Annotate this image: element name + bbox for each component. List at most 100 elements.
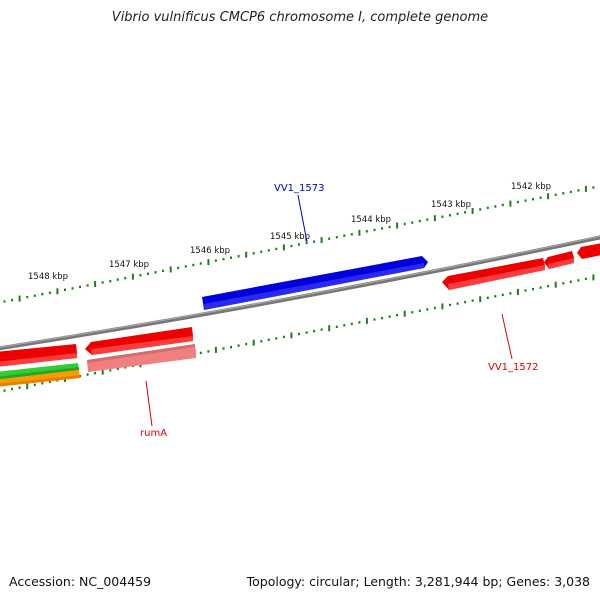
inner-track-minor-tick xyxy=(320,328,323,331)
inner-track-minor-tick xyxy=(350,322,353,326)
gene-vv1-1572[interactable] xyxy=(442,258,545,290)
inner-track-minor-tick xyxy=(11,387,14,391)
outer-track-minor-tick xyxy=(449,214,451,217)
inner-track-major-tick xyxy=(101,368,104,375)
outer-track-major-tick xyxy=(358,229,361,236)
gene-right-2[interactable] xyxy=(577,243,600,259)
outer-track-minor-tick xyxy=(48,291,51,294)
outer-track-major-tick xyxy=(18,295,21,302)
inner-track-major-tick xyxy=(403,310,406,317)
outer-track-minor-tick xyxy=(501,203,504,207)
inner-track-minor-tick xyxy=(381,316,384,320)
outer-track-minor-tick xyxy=(524,199,527,202)
outer-track-minor-tick xyxy=(41,293,44,296)
outer-track-minor-tick xyxy=(479,208,482,211)
outer-track-minor-tick xyxy=(199,262,202,265)
rrna-feature-light[interactable] xyxy=(87,344,196,372)
inner-tick-track xyxy=(3,274,595,392)
outer-track-minor-tick xyxy=(71,287,74,290)
outer-track-minor-tick xyxy=(539,196,542,199)
gene-ruma[interactable] xyxy=(85,327,193,355)
inner-track-minor-tick xyxy=(486,296,489,299)
tick-label-1548: 1548 kbp xyxy=(28,272,68,282)
outer-track-major-tick xyxy=(282,244,285,251)
outer-track-minor-tick xyxy=(335,236,338,239)
gene-left-red[interactable] xyxy=(0,344,77,367)
outer-track-minor-tick xyxy=(252,252,255,255)
outer-track-minor-tick xyxy=(305,241,308,245)
outer-track-minor-tick xyxy=(33,294,36,297)
inner-track-major-tick xyxy=(26,383,29,390)
inner-track-minor-tick xyxy=(456,302,459,305)
outer-track-minor-tick xyxy=(313,240,316,243)
chromosome-backbone-shine xyxy=(0,235,600,348)
outer-track-major-tick xyxy=(207,259,210,266)
inner-track-minor-tick xyxy=(532,287,534,291)
outer-track-minor-tick xyxy=(441,215,444,218)
inner-track-major-tick xyxy=(252,339,255,346)
outer-track-minor-tick xyxy=(192,263,195,267)
inner-track-major-tick xyxy=(592,274,595,281)
accession-text: Accession: NC_004459 xyxy=(9,574,152,589)
inner-track-minor-tick xyxy=(41,382,44,385)
leader-ruma xyxy=(145,380,153,427)
outer-track-minor-tick xyxy=(464,211,467,214)
outer-track-minor-tick xyxy=(298,243,300,246)
inner-track-minor-tick xyxy=(116,367,119,370)
outer-track-major-tick xyxy=(56,288,59,295)
tick-label-1545: 1545 kbp xyxy=(270,232,310,242)
outer-track-minor-tick xyxy=(532,198,534,201)
inner-track-minor-tick xyxy=(282,335,285,339)
gene-label-ruma[interactable]: rumA xyxy=(140,428,167,439)
inner-track-major-tick xyxy=(479,296,482,303)
outer-track-minor-tick xyxy=(3,300,6,303)
outer-track-minor-tick xyxy=(11,298,14,302)
outer-track-minor-tick xyxy=(237,255,240,258)
outer-track-minor-tick xyxy=(365,230,368,233)
inner-track-minor-tick xyxy=(313,329,316,333)
gene-label-vv1-1572[interactable]: VV1_1572 xyxy=(488,362,539,373)
inner-track-minor-tick xyxy=(343,324,346,327)
chromosome-backbone xyxy=(0,235,600,351)
inner-track-minor-tick xyxy=(373,318,376,321)
outer-track-minor-tick xyxy=(554,193,557,196)
outer-track-minor-tick xyxy=(388,225,391,229)
inner-track-minor-tick xyxy=(426,308,429,311)
gene-label-vv1-1573[interactable]: VV1_1573 xyxy=(274,183,325,194)
tick-label-1542: 1542 kbp xyxy=(511,182,551,192)
inner-track-minor-tick xyxy=(48,380,51,384)
outer-track-minor-tick xyxy=(222,257,225,261)
inner-track-minor-tick xyxy=(584,277,587,281)
inner-track-minor-tick xyxy=(494,295,497,298)
inner-track-minor-tick xyxy=(569,280,572,283)
gene-vv1-1573[interactable] xyxy=(202,256,428,310)
inner-track-minor-tick xyxy=(222,347,225,350)
outer-track-minor-tick xyxy=(214,259,217,262)
outer-track-minor-tick xyxy=(267,249,270,252)
outer-track-minor-tick xyxy=(86,284,89,287)
inner-track-minor-tick xyxy=(562,282,565,285)
outer-track-minor-tick xyxy=(64,288,66,291)
inner-track-major-tick xyxy=(554,281,557,288)
outer-track-minor-tick xyxy=(290,244,293,248)
outer-track-minor-tick xyxy=(328,237,331,240)
track-orange[interactable] xyxy=(0,370,80,387)
inner-track-minor-tick xyxy=(86,373,89,376)
outer-track-minor-tick xyxy=(562,192,565,195)
inner-track-minor-tick xyxy=(94,371,97,375)
outer-track-minor-tick xyxy=(569,190,572,194)
gene-right-1[interactable] xyxy=(544,251,574,269)
outer-track-minor-tick xyxy=(139,274,142,277)
inner-track-major-tick xyxy=(516,288,519,295)
tick-label-1543: 1543 kbp xyxy=(431,200,471,210)
inner-track-minor-tick xyxy=(396,313,399,317)
outer-track-minor-tick xyxy=(260,250,263,253)
outer-track-minor-tick xyxy=(124,276,127,280)
inner-track-minor-tick xyxy=(471,299,474,302)
track-green[interactable] xyxy=(0,363,79,380)
inner-track-minor-tick xyxy=(124,366,127,369)
outer-track-major-tick xyxy=(396,222,399,229)
outer-track-minor-tick xyxy=(109,279,112,283)
inner-track-minor-tick xyxy=(433,306,436,310)
